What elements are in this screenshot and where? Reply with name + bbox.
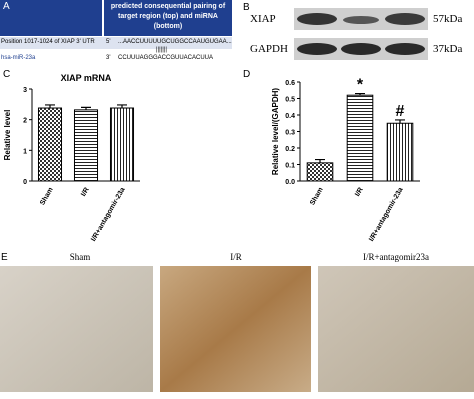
band <box>297 13 337 25</box>
y-tick-label: 0 <box>23 179 27 186</box>
band <box>343 16 379 24</box>
blot-label: GAPDH <box>250 43 288 55</box>
error-bar <box>315 158 325 163</box>
blot-label: XIAP <box>250 13 276 25</box>
table-cell: ...AACCUUUUUGCUGGCCAAUGUGAA... <box>118 39 232 45</box>
y-axis-label: Relative level <box>3 110 12 161</box>
table-cell: hsa-miR-23a <box>1 55 36 61</box>
bar <box>306 162 334 182</box>
error-bar <box>117 104 127 109</box>
panel-letter: C <box>3 69 10 80</box>
y-tick-label: 0.1 <box>285 163 295 170</box>
error-bar <box>81 106 91 110</box>
y-axis-label: Relative level/(GAPDH) <box>271 88 280 175</box>
blot-size: 37kDa <box>433 43 462 55</box>
table-cell: 3' <box>106 55 110 61</box>
error-bar <box>355 92 365 96</box>
x-tick-label: I/R+antagomir-23a <box>368 186 405 242</box>
panel-letter: B <box>243 2 250 13</box>
table-cell: Position 1017-1024 of XIAP 3' UTR <box>1 39 95 45</box>
y-tick-label: 0.3 <box>285 130 295 137</box>
x-tick-label: I/R <box>354 187 365 198</box>
panel-letter: A <box>3 1 10 12</box>
y-tick-label: 0.0 <box>285 179 295 186</box>
bar <box>73 109 99 182</box>
band <box>385 13 425 25</box>
y-tick-label: 0.6 <box>285 80 295 87</box>
table-cell: 5' <box>106 39 110 45</box>
table-cell: CCUUUAGGGACCGUUACACUUA <box>118 55 213 61</box>
image-label: I/R+antagomir23a <box>363 252 429 262</box>
y-tick-label: 1 <box>23 148 27 155</box>
bar <box>37 107 63 182</box>
error-bar <box>395 119 405 124</box>
pairing: ||||||| <box>156 47 167 53</box>
y-tick-label: 2 <box>23 118 27 125</box>
panel-letter: D <box>243 69 250 80</box>
blot-size: 57kDa <box>433 13 462 25</box>
panel-letter: E <box>1 252 8 263</box>
image-label: I/R <box>230 252 242 262</box>
table-header-cell <box>104 0 232 36</box>
image-label: Sham <box>70 252 91 262</box>
band <box>297 43 337 55</box>
y-tick-label: 0.5 <box>285 97 295 104</box>
y-tick-label: 0.2 <box>285 146 295 153</box>
band <box>385 43 425 55</box>
micrograph <box>318 266 474 392</box>
x-tick-label: Sham <box>309 187 325 207</box>
annotation: # <box>396 103 405 120</box>
x-tick-label: Sham <box>39 187 55 207</box>
micrograph <box>0 266 153 392</box>
table-row <box>0 37 232 49</box>
bar <box>346 94 374 182</box>
table-header-blank <box>0 0 102 36</box>
annotation: * <box>357 77 364 94</box>
x-tick-label: I/R <box>80 187 91 198</box>
band <box>341 43 381 55</box>
table-header: predicted consequential pairing of targe… <box>110 3 226 30</box>
bar <box>386 122 414 182</box>
error-bar <box>45 104 55 109</box>
y-tick-label: 0.4 <box>285 113 295 120</box>
chart-title: XIAP mRNA <box>61 73 112 83</box>
y-tick-label: 3 <box>23 87 27 94</box>
micrograph <box>160 266 311 392</box>
bar <box>109 107 135 182</box>
x-tick-label: I/R+antagomir-23a <box>90 186 127 242</box>
